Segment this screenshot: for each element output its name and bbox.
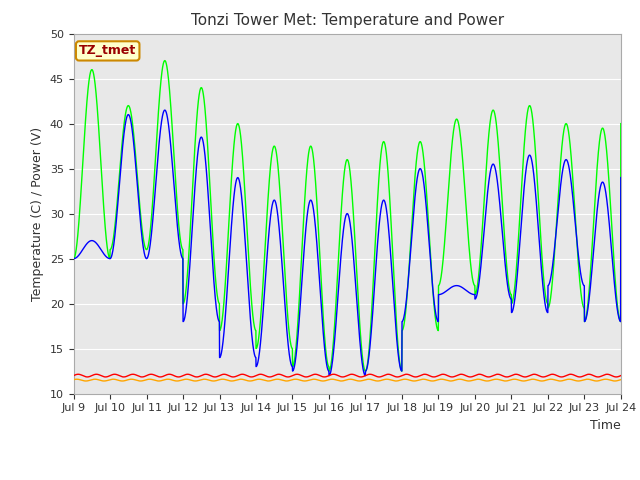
X-axis label: Time: Time xyxy=(590,419,621,432)
Y-axis label: Temperature (C) / Power (V): Temperature (C) / Power (V) xyxy=(31,127,44,300)
Text: TZ_tmet: TZ_tmet xyxy=(79,44,136,58)
Legend: Panel T, Battery V, Air T, Solar V: Panel T, Battery V, Air T, Solar V xyxy=(143,479,552,480)
Title: Tonzi Tower Met: Temperature and Power: Tonzi Tower Met: Temperature and Power xyxy=(191,13,504,28)
